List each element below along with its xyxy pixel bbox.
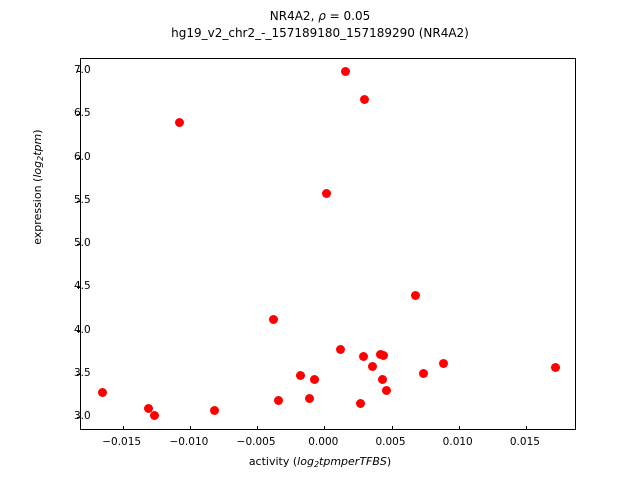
plot-axes-frame bbox=[77, 58, 576, 430]
x-axis-label-subscript: 2 bbox=[313, 460, 320, 470]
chart-title-block: NR4A2, ρ = 0.05 hg19_v2_chr2_-_157189180… bbox=[0, 8, 640, 42]
x-axis-tick-label: 0.005 bbox=[375, 436, 406, 448]
data-point bbox=[411, 290, 421, 300]
rho-equals: = bbox=[325, 9, 344, 23]
data-point bbox=[209, 405, 219, 415]
x-axis-label: activity (log2tpmperTFBS) bbox=[0, 455, 640, 469]
data-point bbox=[377, 374, 387, 384]
data-point bbox=[143, 404, 153, 413]
y-axis-label: expression (log2tpm) bbox=[31, 47, 45, 327]
data-point bbox=[274, 396, 284, 406]
data-point bbox=[378, 351, 388, 361]
rho-symbol: ρ bbox=[318, 9, 326, 23]
y-axis-tick bbox=[77, 287, 81, 289]
data-point bbox=[335, 345, 345, 355]
x-axis-tick-label: −0.005 bbox=[236, 436, 276, 448]
data-point bbox=[305, 394, 314, 404]
x-axis-tick bbox=[525, 426, 527, 430]
y-axis-label-subscript: 2 bbox=[36, 155, 46, 161]
y-axis-tick bbox=[77, 157, 81, 159]
data-point bbox=[341, 66, 351, 76]
x-axis-tick-label: −0.015 bbox=[102, 436, 142, 448]
chart-subtitle: hg19_v2_chr2_-_157189180_157189290 (NR4A… bbox=[171, 26, 469, 40]
rho-value: 0.05 bbox=[343, 9, 371, 23]
y-axis-tick bbox=[77, 373, 81, 375]
x-axis-label-suffix: ) bbox=[386, 455, 392, 468]
y-axis-label-suffix: ) bbox=[30, 129, 44, 134]
x-axis-tick bbox=[391, 426, 393, 430]
chart-title-gene: NR4A2 bbox=[269, 9, 311, 23]
data-point bbox=[439, 359, 449, 369]
y-axis-tick bbox=[77, 200, 81, 202]
data-point bbox=[310, 375, 320, 385]
data-point bbox=[268, 314, 278, 324]
data-point bbox=[322, 188, 332, 198]
data-point-layer bbox=[81, 59, 575, 429]
data-point bbox=[150, 410, 160, 420]
x-axis-tick bbox=[257, 426, 259, 430]
x-axis-tick-label: 0.000 bbox=[308, 436, 339, 448]
x-axis-tick bbox=[324, 426, 326, 430]
data-point bbox=[356, 398, 366, 408]
x-axis-label-units: tpmperTFBS bbox=[319, 455, 387, 468]
data-point bbox=[295, 371, 305, 381]
x-axis-label-prefix: activity ( bbox=[248, 455, 298, 468]
data-point bbox=[419, 369, 429, 379]
x-axis-tick-label: −0.010 bbox=[169, 436, 209, 448]
chart-title-primary: NR4A2, ρ = 0.05 bbox=[0, 8, 640, 25]
x-axis-tick-label: 0.015 bbox=[509, 436, 540, 448]
y-axis-tick bbox=[77, 114, 81, 116]
data-point bbox=[174, 117, 184, 127]
chart-title-separator: , bbox=[310, 9, 319, 23]
data-point bbox=[550, 363, 560, 373]
y-axis-label-units: tpm bbox=[30, 133, 44, 156]
x-axis-label-log: log bbox=[297, 455, 314, 468]
y-axis-tick bbox=[77, 417, 81, 419]
y-axis-tick bbox=[77, 330, 81, 332]
data-point bbox=[368, 361, 378, 371]
x-axis-tick bbox=[122, 426, 124, 430]
x-axis-tick bbox=[189, 426, 191, 430]
x-axis-tick-label: 0.010 bbox=[442, 436, 473, 448]
y-axis-tick bbox=[77, 71, 81, 73]
data-point bbox=[358, 352, 368, 362]
y-axis-label-prefix: expression ( bbox=[30, 177, 44, 245]
data-point bbox=[360, 95, 370, 105]
data-point bbox=[98, 387, 107, 397]
y-axis-label-log: log bbox=[30, 160, 44, 178]
data-point bbox=[381, 385, 391, 395]
x-axis-tick bbox=[458, 426, 460, 430]
y-axis-tick bbox=[77, 244, 81, 246]
